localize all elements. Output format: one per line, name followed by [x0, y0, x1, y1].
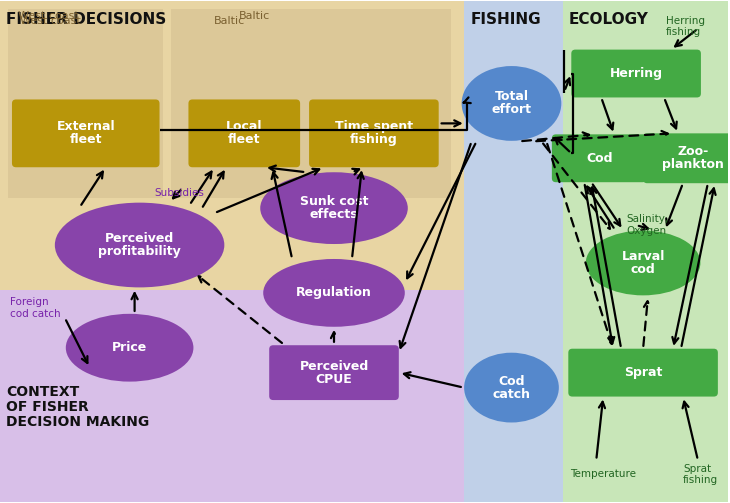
Text: Baltic: Baltic [214, 16, 245, 26]
FancyBboxPatch shape [309, 100, 439, 167]
Text: Price: Price [112, 341, 147, 354]
Bar [0, 290, 464, 502]
FancyBboxPatch shape [552, 134, 647, 182]
Text: Herring
fishing: Herring fishing [666, 16, 705, 37]
Text: Local: Local [226, 120, 263, 133]
Text: Sprat: Sprat [624, 366, 662, 379]
Text: effects: effects [310, 208, 358, 221]
FancyBboxPatch shape [643, 133, 730, 183]
Text: effort: effort [491, 104, 531, 117]
Text: Herring: Herring [610, 67, 663, 80]
Bar [564, 1, 728, 502]
Text: catch: catch [493, 388, 531, 400]
Text: West coast: West coast [20, 16, 81, 26]
Text: Regulation: Regulation [296, 286, 372, 299]
Text: External: External [56, 120, 115, 133]
FancyBboxPatch shape [269, 345, 399, 400]
Text: DECISION MAKING: DECISION MAKING [6, 414, 149, 429]
Ellipse shape [66, 314, 193, 382]
Ellipse shape [260, 172, 408, 244]
Text: CONTEXT: CONTEXT [6, 385, 80, 398]
Text: Cod: Cod [499, 375, 525, 388]
Text: Zoo-: Zoo- [677, 145, 709, 158]
FancyBboxPatch shape [188, 100, 300, 167]
Ellipse shape [461, 66, 561, 141]
Text: fleet: fleet [69, 133, 102, 146]
Text: FISHING: FISHING [471, 12, 541, 27]
Text: ECOLOGY: ECOLOGY [569, 12, 648, 27]
Bar [0, 1, 464, 293]
Ellipse shape [464, 353, 559, 423]
Text: Perceived: Perceived [299, 360, 369, 373]
Text: Sunk cost: Sunk cost [300, 195, 368, 208]
Text: West coast: West coast [18, 11, 79, 21]
Ellipse shape [264, 259, 405, 327]
Text: fleet: fleet [228, 133, 261, 146]
Bar [172, 9, 450, 198]
Text: CPUE: CPUE [315, 373, 353, 386]
Text: FISHER DECISIONS: FISHER DECISIONS [6, 12, 166, 27]
Text: Baltic: Baltic [239, 11, 271, 21]
Text: Foreign
cod catch: Foreign cod catch [10, 297, 61, 318]
FancyBboxPatch shape [12, 100, 160, 167]
Text: Temperature: Temperature [570, 469, 637, 479]
FancyBboxPatch shape [572, 50, 701, 98]
Ellipse shape [55, 203, 224, 287]
Text: plankton: plankton [662, 158, 724, 172]
Text: Perceived: Perceived [105, 232, 174, 245]
Ellipse shape [585, 230, 700, 295]
Bar [8, 9, 163, 198]
FancyBboxPatch shape [569, 349, 718, 396]
Text: Cod: Cod [586, 152, 612, 165]
Text: Larval: Larval [621, 250, 665, 263]
Text: Subsidies: Subsidies [155, 188, 204, 198]
Bar [464, 1, 564, 502]
Text: OF FISHER: OF FISHER [6, 399, 89, 413]
Text: fishing: fishing [350, 133, 398, 146]
Text: Sprat
fishing: Sprat fishing [683, 464, 718, 485]
Text: Total: Total [494, 91, 529, 104]
Text: Salinity,
Oxygen: Salinity, Oxygen [626, 214, 669, 236]
Text: profitability: profitability [99, 245, 181, 258]
Text: cod: cod [631, 263, 656, 276]
Text: Time spent: Time spent [335, 120, 413, 133]
